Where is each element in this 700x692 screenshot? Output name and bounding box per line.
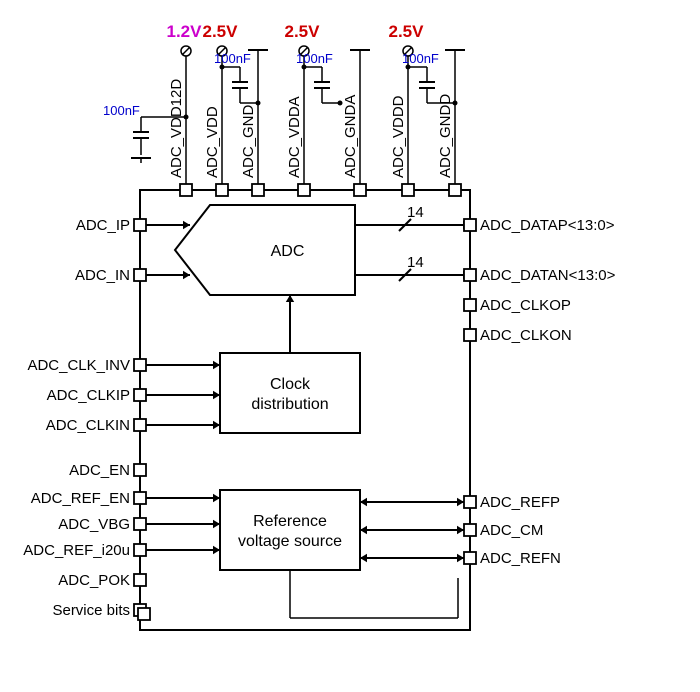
- svg-text:Reference: Reference: [253, 513, 327, 530]
- left-pin-ADC_CLKIP: ADC_CLKIP: [47, 387, 130, 404]
- top-pin-ADC_GNDD: ADC_GNDD: [437, 94, 454, 178]
- svg-text:14: 14: [407, 254, 424, 271]
- right-pin-ADC_REFN: ADC_REFN: [480, 550, 561, 567]
- svg-text:distribution: distribution: [251, 396, 328, 413]
- left-pin-ADC_REF_i20u: ADC_REF_i20u: [23, 542, 130, 559]
- adc-label: ADC: [271, 243, 305, 260]
- left-pin-ADC_REF_EN: ADC_REF_EN: [31, 490, 130, 507]
- top-pin-ADC_VDDD: ADC_VDDD: [390, 95, 407, 178]
- left-pin-ADC_EN: ADC_EN: [69, 462, 130, 479]
- left-pin-ADC_CLK_INV: ADC_CLK_INV: [27, 357, 130, 374]
- right-pin-ADC_REFP: ADC_REFP: [480, 494, 560, 511]
- top-pin-ADC_VDD: ADC_VDD: [204, 106, 221, 178]
- top-pin-ADC_VDD12D: ADC_VDD12D: [168, 79, 185, 178]
- ref-block: [220, 490, 360, 570]
- right-pin-ADC_DATAP<13:0>: ADC_DATAP<13:0>: [480, 217, 615, 234]
- left-pin-ADC_VBG: ADC_VBG: [58, 516, 130, 533]
- left-pin-ADC_CLKIN: ADC_CLKIN: [46, 417, 130, 434]
- right-pin-ADC_CLKON: ADC_CLKON: [480, 327, 572, 344]
- svg-text:2.5V: 2.5V: [285, 22, 321, 41]
- top-pin-ADC_VDDA: ADC_VDDA: [286, 96, 303, 178]
- left-pin-Service bits: Service bits: [52, 602, 130, 619]
- right-pin-ADC_CM: ADC_CM: [480, 522, 543, 539]
- svg-text:Clock: Clock: [270, 376, 311, 393]
- clock-block: [220, 353, 360, 433]
- svg-text:14: 14: [407, 204, 424, 221]
- svg-text:100nF: 100nF: [214, 51, 251, 66]
- top-pin-ADC_GNDA: ADC_GNDA: [342, 95, 359, 178]
- svg-text:2.5V: 2.5V: [389, 22, 425, 41]
- right-pin-ADC_DATAN<13:0>: ADC_DATAN<13:0>: [480, 267, 616, 284]
- svg-text:100nF: 100nF: [402, 51, 439, 66]
- svg-text:100nF: 100nF: [296, 51, 333, 66]
- top-pin-ADC_GND: ADC_GND: [240, 104, 257, 178]
- left-pin-ADC_IP: ADC_IP: [76, 217, 130, 234]
- svg-text:2.5V: 2.5V: [203, 22, 239, 41]
- svg-text:1.2V: 1.2V: [167, 22, 203, 41]
- left-pin-ADC_IN: ADC_IN: [75, 267, 130, 284]
- left-pin-ADC_POK: ADC_POK: [58, 572, 130, 589]
- svg-text:100nF: 100nF: [103, 103, 140, 118]
- svg-text:voltage source: voltage source: [238, 533, 342, 550]
- adc-block: [175, 205, 355, 295]
- right-pin-ADC_CLKOP: ADC_CLKOP: [480, 297, 571, 314]
